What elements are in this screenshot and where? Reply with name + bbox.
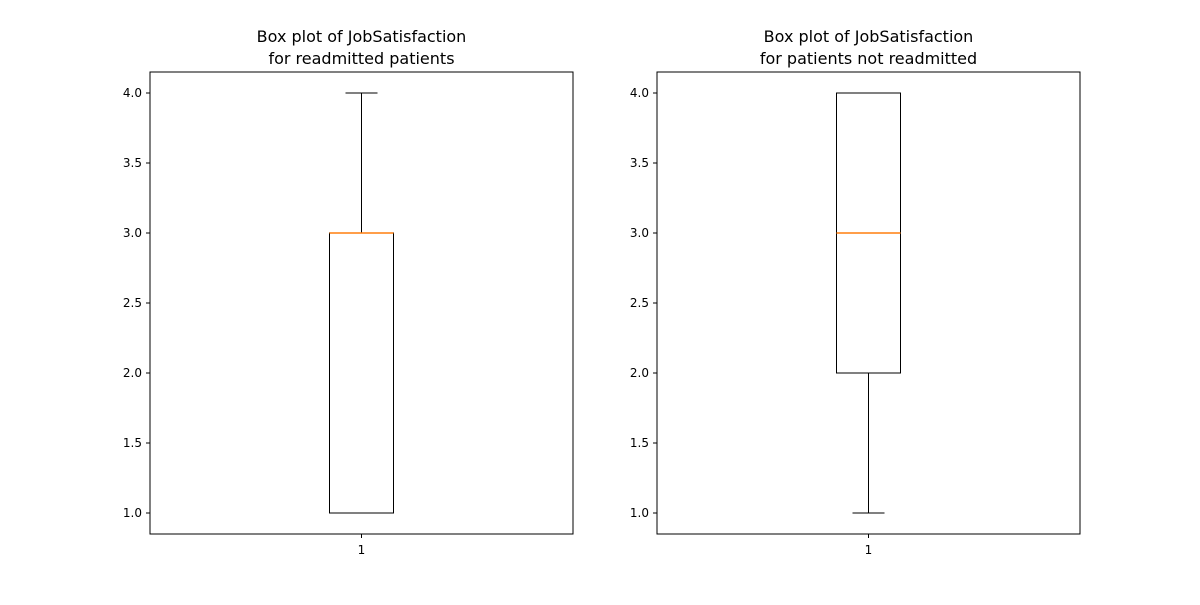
x-tick-label: 1 <box>865 543 873 557</box>
iqr-box <box>329 232 394 514</box>
y-tick-label: 1.5 <box>630 436 649 450</box>
chart-title: Box plot of JobSatisfaction for readmitte… <box>257 27 467 68</box>
y-tick-label: 1.0 <box>123 506 142 520</box>
y-tick-label: 3.0 <box>123 226 142 240</box>
chart-title-line: for patients not readmitted <box>760 49 977 68</box>
subplot-1: Box plot of JobSatisfaction for readmitte… <box>123 27 574 557</box>
chart-title: Box plot of JobSatisfaction for patients … <box>760 27 977 68</box>
y-tick-label: 2.5 <box>630 296 649 310</box>
y-tick-label: 4.0 <box>630 86 649 100</box>
y-tick-label: 4.0 <box>123 86 142 100</box>
chart-title-line: for readmitted patients <box>268 49 454 68</box>
y-tick-label: 3.5 <box>123 156 142 170</box>
y-tick-label: 2.5 <box>123 296 142 310</box>
y-tick-label: 3.0 <box>630 226 649 240</box>
y-tick-label: 3.5 <box>630 156 649 170</box>
x-tick-label: 1 <box>358 543 366 557</box>
y-tick-label: 1.5 <box>123 436 142 450</box>
chart-title-line: Box plot of JobSatisfaction <box>764 27 974 46</box>
y-tick-label: 2.0 <box>630 366 649 380</box>
chart-title-line: Box plot of JobSatisfaction <box>257 27 467 46</box>
y-tick-label: 1.0 <box>630 506 649 520</box>
y-tick-label: 2.0 <box>123 366 142 380</box>
subplot-2: Box plot of JobSatisfaction for patients … <box>630 27 1081 557</box>
